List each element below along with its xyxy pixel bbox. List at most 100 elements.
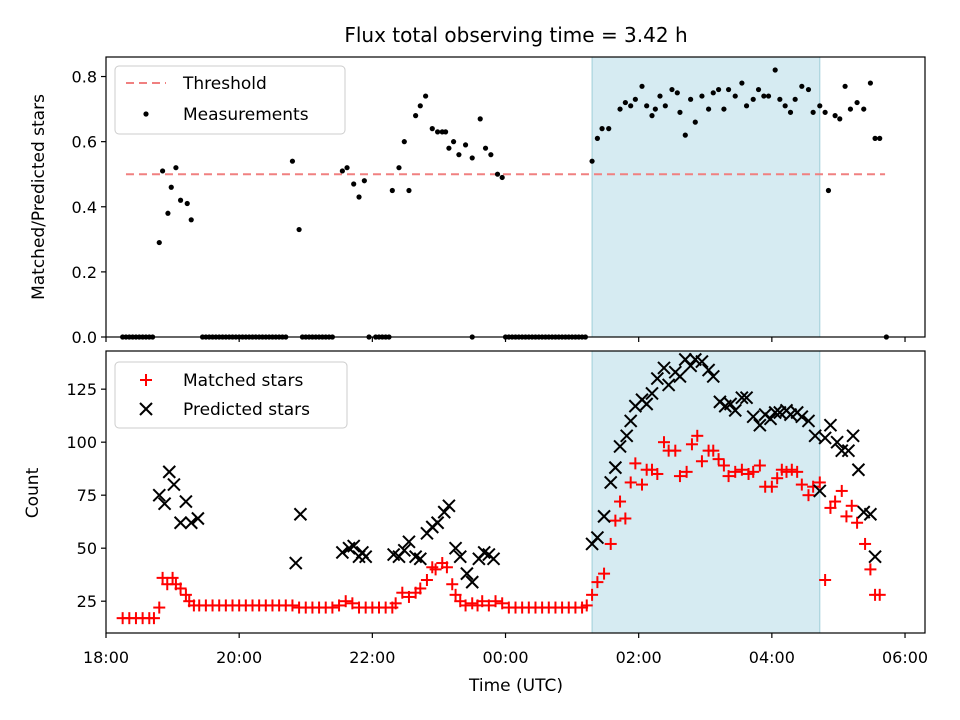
- measurement-point: [810, 109, 816, 115]
- top-y-axis-label: Matched/Predicted stars: [29, 94, 49, 300]
- measurement-point: [356, 194, 362, 200]
- predicted-star-point: [753, 418, 767, 432]
- matched-star-point: [459, 599, 472, 612]
- matched-star-point: [346, 597, 359, 610]
- y-tick-label: 0.6: [72, 133, 97, 152]
- matched-star-point: [614, 495, 627, 508]
- predicted-star-point: [746, 410, 760, 424]
- predicted-star-point: [597, 509, 611, 524]
- measurement-point: [688, 96, 694, 102]
- measurement-point: [599, 126, 605, 132]
- top-legend-box: [114, 65, 346, 135]
- matched-star-point: [819, 573, 832, 586]
- measurement-point: [446, 145, 452, 151]
- x-tick-label: 20:00: [216, 648, 262, 667]
- measurement-point: [657, 93, 663, 99]
- predicted-star-point: [413, 552, 427, 566]
- predicted-star-point: [683, 359, 698, 373]
- top-y-ticks: 0.0 0.2 0.4 0.6 0.8: [72, 68, 106, 347]
- predicted-star-point: [402, 535, 416, 549]
- measurement-point: [165, 210, 171, 216]
- bottom-y-axis-label: Count: [23, 467, 43, 518]
- measurement-point: [429, 126, 435, 132]
- predicted-star-point: [695, 354, 709, 369]
- predicted-star-point: [813, 484, 827, 498]
- predicted-star-point: [179, 494, 193, 509]
- matched-star-point: [153, 601, 166, 614]
- measurement-point: [499, 174, 505, 181]
- measurement-point: [177, 197, 184, 203]
- matched-star-point: [604, 537, 617, 550]
- matched-star-point: [389, 597, 402, 610]
- predicted-star-point: [437, 505, 451, 519]
- measurement-point: [417, 103, 423, 109]
- measurements-legend-swatch: [143, 111, 149, 117]
- y-tick-label: 0.4: [72, 198, 97, 217]
- measurement-point: [674, 90, 680, 96]
- predicted-legend-label: Predicted stars: [183, 400, 310, 420]
- matched-star-point: [609, 514, 622, 527]
- measurement-point: [799, 83, 805, 89]
- measurement-point: [765, 93, 772, 99]
- predicted-star-point: [706, 369, 720, 384]
- matched-star-point: [791, 465, 804, 478]
- matched-star-point: [333, 599, 346, 612]
- predicted-star-point: [818, 431, 832, 445]
- matched-star-point: [476, 595, 489, 608]
- predicted-star-point: [167, 477, 181, 492]
- y-tick-label: 0.2: [72, 263, 97, 282]
- predicted-star-point: [465, 575, 479, 589]
- matched-star-point: [466, 597, 479, 610]
- measurement-point: [188, 217, 194, 223]
- matched-star-point: [166, 571, 179, 584]
- predicted-star-point: [397, 543, 412, 558]
- measurement-point: [872, 135, 878, 141]
- matched-star-point: [813, 476, 826, 489]
- matched-star-point: [729, 465, 742, 478]
- y-tick-label: 25: [77, 592, 97, 611]
- measurement-point: [589, 158, 595, 164]
- chart-title: Flux total observing time = 3.42 h: [344, 23, 687, 47]
- measurement-point: [462, 142, 469, 148]
- matched-star-point: [829, 495, 842, 508]
- matched-star-point: [326, 601, 339, 614]
- predicted-star-point: [608, 460, 623, 475]
- predicted-star-point: [152, 488, 166, 502]
- predicted-star-point: [173, 516, 188, 530]
- matched-star-point: [765, 480, 778, 493]
- measurement-point: [406, 187, 412, 194]
- predicted-star-point: [157, 496, 172, 511]
- predicted-star-point: [863, 507, 878, 521]
- measurement-point: [854, 99, 860, 106]
- top-panel: 0.00.20.40.60.8 Matched/Predicted stars …: [29, 56, 926, 347]
- measurement-point: [649, 113, 655, 119]
- matched-star-point: [174, 582, 187, 595]
- predicted-star-point: [739, 390, 754, 405]
- y-tick-label: 75: [77, 486, 97, 505]
- predicted-star-point: [846, 429, 860, 443]
- measurement-point: [469, 155, 475, 161]
- y-tick-label: 100: [66, 433, 97, 452]
- predicted-star-point: [801, 414, 816, 428]
- matched-star-point: [753, 459, 766, 472]
- predicted-star-point: [346, 539, 361, 553]
- matched-star-point: [339, 595, 352, 608]
- measurement-point: [477, 116, 483, 122]
- bottom-y-ticks: 25 50 75 100 125: [66, 380, 106, 611]
- measurement-point: [732, 93, 738, 99]
- predicted-star-point: [841, 443, 856, 458]
- matched-star-point: [695, 455, 708, 468]
- predicted-star-point: [661, 378, 676, 392]
- measurement-point: [669, 86, 675, 93]
- measurement-point: [761, 93, 767, 99]
- y-tick-label: 125: [66, 380, 97, 399]
- measurement-point: [715, 86, 722, 93]
- predicted-star-point: [723, 397, 738, 411]
- measurement-point: [750, 96, 756, 102]
- matched-star-point: [824, 501, 837, 514]
- predicted-star-point: [619, 429, 634, 443]
- measurements-legend-label: Measurements: [183, 105, 309, 125]
- measurement-point: [817, 103, 823, 109]
- matched-star-point: [735, 463, 748, 476]
- measurement-point: [777, 96, 783, 102]
